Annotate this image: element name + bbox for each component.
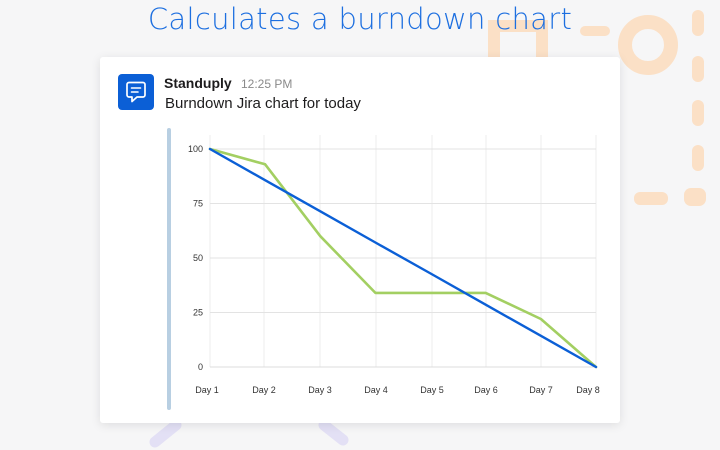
deco-dash-3 — [692, 100, 704, 126]
ideal-burndown-line — [208, 147, 598, 369]
x-tick-label-2: Day 2 — [252, 385, 276, 395]
page-headline: Calculates a burndown chart — [147, 2, 573, 36]
x-tick-label-8: Day 8 — [576, 385, 600, 395]
deco-stroke-left — [149, 419, 182, 448]
y-tick-label-0: 0 — [198, 362, 203, 372]
deco-dash-4 — [692, 145, 704, 171]
message-timestamp[interactable]: 12:25 PM — [241, 77, 293, 91]
deco-dash-2 — [692, 56, 704, 82]
x-tick-label-6: Day 6 — [474, 385, 498, 395]
message-card: Standuply 12:25 PM Burndown Jira chart f… — [100, 57, 620, 423]
deco-dash-5 — [634, 192, 668, 205]
message-text: Burndown Jira chart for today — [165, 95, 361, 112]
speech-bubble-icon — [126, 81, 146, 103]
x-tick-label-5: Day 5 — [420, 385, 444, 395]
deco-bar — [580, 26, 610, 36]
deco-stroke-right — [318, 419, 349, 446]
burndown-chart: 100 75 50 25 0 Day 1 Day 2 Day 3 Day 4 Day 5 Day 6… — [188, 135, 600, 395]
app-name[interactable]: Standuply — [164, 75, 232, 91]
deco-dash-1 — [692, 10, 704, 36]
x-tick-label-1: Day 1 — [195, 385, 219, 395]
y-tick-label-25: 25 — [193, 308, 203, 318]
attachment-bar — [167, 128, 171, 410]
deco-dash-6 — [684, 188, 706, 206]
x-tick-label-7: Day 7 — [529, 385, 553, 395]
y-tick-label-50: 50 — [193, 253, 203, 263]
y-tick-label-75: 75 — [193, 199, 203, 209]
y-tick-label-100: 100 — [188, 144, 203, 154]
deco-circle — [618, 15, 678, 75]
x-tick-label-4: Day 4 — [364, 385, 388, 395]
plot-area — [210, 135, 596, 367]
app-avatar[interactable] — [118, 74, 154, 110]
x-tick-label-3: Day 3 — [308, 385, 332, 395]
actual-burndown-line — [208, 147, 598, 369]
